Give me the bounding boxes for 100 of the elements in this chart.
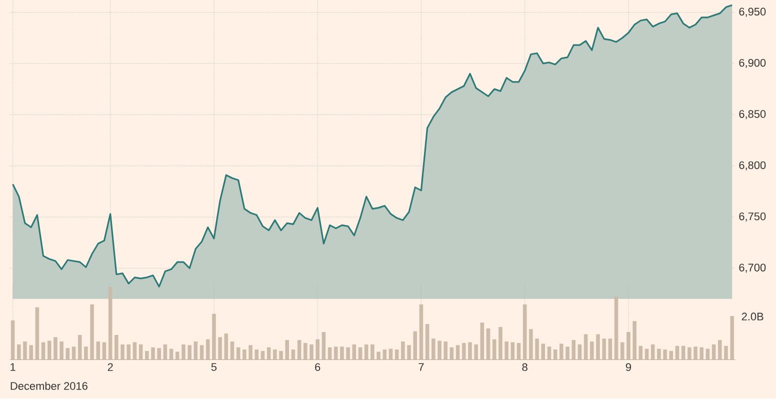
bar: [413, 332, 418, 360]
bar: [273, 350, 277, 360]
x-tick-label: 8: [522, 363, 528, 372]
bar: [694, 346, 698, 360]
y-tick-label: 6,950: [739, 8, 766, 18]
bar: [224, 334, 228, 360]
y-tick-label: 6,900: [739, 59, 766, 68]
x-axis-title: December 2016: [10, 382, 88, 390]
bar: [29, 345, 33, 360]
bar: [718, 340, 722, 360]
x-tick-label: 9: [626, 363, 631, 372]
bar: [260, 351, 265, 360]
bar: [560, 344, 564, 360]
bar: [230, 342, 234, 360]
bar: [102, 342, 106, 360]
bar: [352, 344, 356, 360]
bar: [522, 304, 527, 360]
bar: [376, 352, 380, 360]
bar: [364, 344, 368, 360]
bar: [608, 338, 612, 360]
bar: [188, 345, 192, 360]
bar: [358, 348, 362, 360]
bar: [425, 324, 430, 360]
bar: [450, 348, 454, 360]
x-tick-label: 2: [108, 363, 113, 372]
bar: [175, 352, 180, 360]
bar: [157, 348, 161, 360]
bar: [138, 344, 143, 360]
bar: [96, 342, 100, 360]
bar: [248, 345, 252, 360]
bar: [474, 344, 478, 360]
bar: [316, 340, 320, 360]
bar: [572, 340, 576, 360]
bar: [681, 346, 686, 360]
bar: [297, 340, 302, 360]
bar: [328, 348, 332, 360]
bar: [541, 344, 546, 360]
bar: [688, 348, 692, 360]
bar: [254, 350, 259, 360]
bar: [54, 337, 58, 360]
bar: [480, 322, 484, 360]
bar: [334, 346, 338, 360]
bar: [266, 348, 271, 360]
bar: [47, 340, 52, 360]
text: 2.0B: [742, 312, 764, 321]
bar: [163, 344, 168, 360]
bar: [340, 346, 344, 360]
bar: [456, 345, 460, 360]
bar: [90, 304, 94, 360]
bar: [638, 346, 643, 360]
bar: [10, 320, 15, 360]
y-tick-label: 6,850: [739, 110, 766, 120]
bar: [566, 346, 570, 360]
bar: [212, 314, 216, 360]
bar: [291, 350, 296, 360]
bar: [322, 332, 326, 360]
bar: [468, 342, 472, 360]
bar: [285, 340, 289, 360]
bar: [108, 287, 112, 360]
bar: [194, 342, 198, 360]
bar: [486, 328, 490, 360]
bar: [72, 346, 76, 360]
bar: [206, 340, 210, 360]
bar: [504, 342, 508, 360]
bar: [444, 342, 448, 360]
bar: [132, 342, 137, 360]
bar: [669, 351, 674, 360]
bar: [498, 327, 502, 360]
bar: [626, 332, 630, 360]
x-tick-label: 5: [211, 363, 217, 372]
bar: [632, 321, 636, 360]
bar: [535, 338, 539, 360]
bar: [547, 346, 552, 360]
bar: [419, 304, 424, 360]
bar: [382, 350, 387, 360]
bar: [126, 344, 131, 360]
bar: [304, 343, 308, 360]
bar: [17, 344, 21, 360]
bar: [66, 348, 70, 360]
bar: [407, 345, 411, 360]
bar: [712, 344, 716, 360]
bar: [242, 350, 246, 360]
bar: [730, 316, 734, 360]
bar: [236, 348, 240, 360]
bar: [279, 351, 283, 360]
x-tick-label: 6: [315, 363, 320, 372]
bar: [432, 338, 436, 360]
bar: [657, 349, 661, 360]
bar: [370, 344, 374, 360]
bar: [584, 334, 588, 360]
bar: [462, 343, 466, 360]
bar: [516, 343, 521, 360]
bar: [120, 344, 124, 360]
bar: [510, 342, 515, 360]
y-tick-label: 6,800: [739, 162, 766, 171]
bar: [145, 351, 149, 360]
bar: [200, 345, 204, 360]
y-tick-label: 6,700: [739, 264, 766, 273]
bar: [60, 342, 64, 360]
bar: [675, 346, 680, 360]
